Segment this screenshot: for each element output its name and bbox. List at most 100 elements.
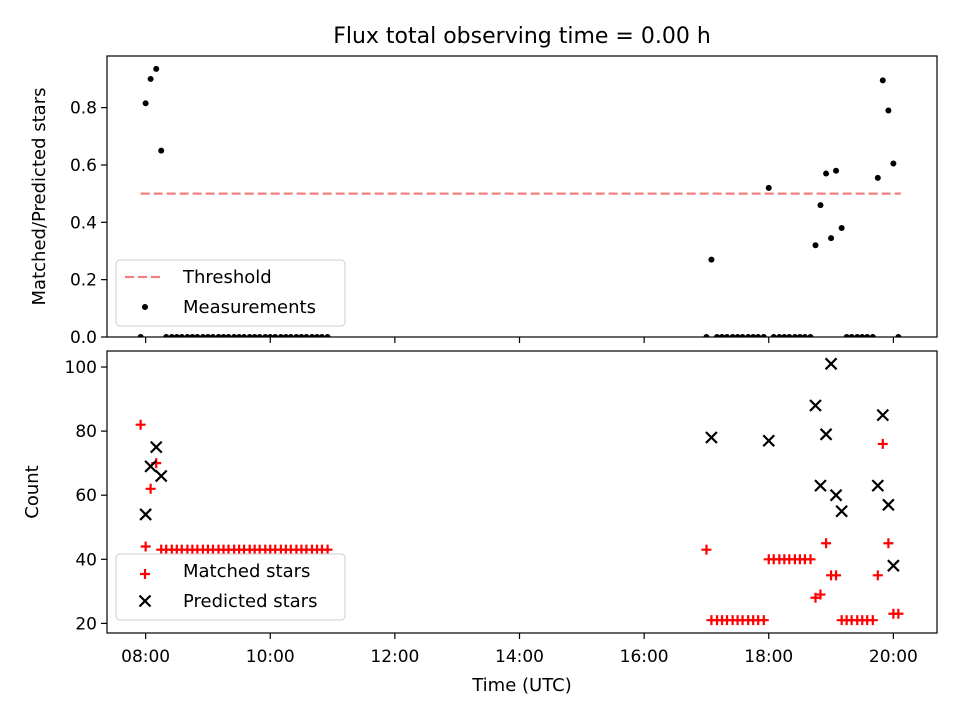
matched-star-point (140, 541, 151, 552)
y-tick-label: 100 (65, 358, 97, 378)
predicted-star-point (144, 460, 157, 473)
measurement-point (729, 334, 736, 337)
y-axis-label: Matched/Predicted stars (29, 88, 50, 306)
legend: Threshold Measurements (115, 259, 346, 327)
axes-frame (106, 350, 938, 634)
predicted-star-point (829, 488, 843, 502)
plot-area (137, 65, 902, 337)
measurement-point (823, 170, 830, 177)
axes-frame (106, 55, 938, 338)
x-tick-label: 18:00 (744, 647, 793, 667)
measurement-point (781, 334, 788, 337)
x-tick-label: 08:00 (121, 647, 170, 667)
predicted-star-point (762, 434, 776, 448)
top-panel: 0.0 0.2 0.4 0.6 0.8 Matched/Predicted stars Th… (29, 55, 938, 348)
measurement-point (231, 334, 238, 337)
measurement-point (282, 334, 289, 337)
matched-star-point (145, 483, 156, 494)
measurement-point (895, 334, 902, 337)
measurement-point (225, 334, 232, 337)
measurement-point (246, 334, 253, 337)
measurement-point (776, 334, 783, 337)
measurement-point (189, 334, 196, 337)
measurement-point (168, 334, 175, 337)
y-tick-label: 0.4 (70, 213, 97, 233)
legend-predicted-label: Predicted stars (183, 591, 317, 612)
matched-star-point (758, 615, 769, 626)
measurement-point (256, 334, 263, 337)
measurement-point (750, 334, 757, 337)
measurement-point (828, 235, 835, 242)
predicted-star-point (824, 357, 838, 371)
measurement-point (184, 334, 191, 337)
measurement-point (854, 334, 861, 337)
measurement-point (199, 334, 206, 337)
legend-box (115, 259, 346, 327)
measurement-point (879, 77, 886, 84)
measurement-point (874, 174, 881, 181)
matched-star-point (877, 438, 888, 449)
measurement-point (739, 334, 746, 337)
x-tick-label: 20:00 (869, 647, 918, 667)
predicted-star-point (814, 479, 827, 492)
measurement-point (817, 202, 824, 209)
legend-measurements-label: Measurements (183, 297, 316, 318)
measurement-point (153, 65, 160, 72)
measurement-point (272, 334, 279, 337)
measurement-point (770, 334, 777, 337)
measurement-point (833, 167, 840, 174)
measurement-point (838, 225, 845, 232)
measurement-point (885, 107, 892, 114)
legend-predicted-swatch (138, 594, 152, 608)
x-tick-label: 10:00 (246, 647, 295, 667)
x-tick-label: 16:00 (620, 647, 669, 667)
y-axis-label: Count (22, 465, 43, 518)
measurement-point (765, 184, 772, 191)
measurement-point (719, 334, 726, 337)
measurement-point (298, 334, 305, 337)
measurement-point (859, 334, 866, 337)
measurement-point (848, 334, 855, 337)
measurement-point (267, 334, 274, 337)
measurement-point (137, 334, 144, 337)
measurement-point (869, 334, 876, 337)
measurement-point (277, 334, 284, 337)
measurement-point (324, 334, 331, 337)
measurement-point (791, 334, 798, 337)
x-axis-label: Time (UTC) (471, 675, 572, 696)
measurement-point (864, 334, 871, 337)
legend-matched-swatch (140, 569, 150, 579)
legend-box (115, 553, 346, 621)
measurement-point (807, 334, 814, 337)
measurement-point (714, 334, 721, 337)
predicted-star-point (819, 428, 833, 441)
matched-star-point (893, 608, 904, 619)
matched-star-point (815, 589, 826, 600)
measurement-point (262, 334, 269, 337)
matched-star-point (831, 570, 842, 581)
measurement-point (293, 334, 300, 337)
measurement-point (801, 334, 808, 337)
measurement-point (760, 334, 767, 337)
measurement-point (194, 334, 201, 337)
predicted-star-point (705, 431, 718, 444)
measurement-point (843, 334, 850, 337)
predicted-star-point (876, 408, 890, 422)
measurement-point (755, 334, 762, 337)
legend-measurements-swatch (142, 304, 148, 310)
measurement-point (173, 334, 180, 337)
measurement-point (796, 334, 803, 337)
x-tick-label: 14:00 (495, 647, 544, 667)
measurement-point (251, 334, 258, 337)
measurement-point (724, 334, 731, 337)
y-tick-label: 0.6 (70, 156, 97, 176)
predicted-star-point (149, 440, 163, 454)
measurement-point (204, 334, 211, 337)
x-tick-label: 12:00 (370, 647, 419, 667)
measurement-point (241, 334, 248, 337)
y-tick-label: 80 (75, 422, 97, 442)
predicted-star-point (871, 479, 885, 492)
y-tick-label: 0.2 (70, 271, 97, 291)
measurement-point (812, 242, 819, 249)
